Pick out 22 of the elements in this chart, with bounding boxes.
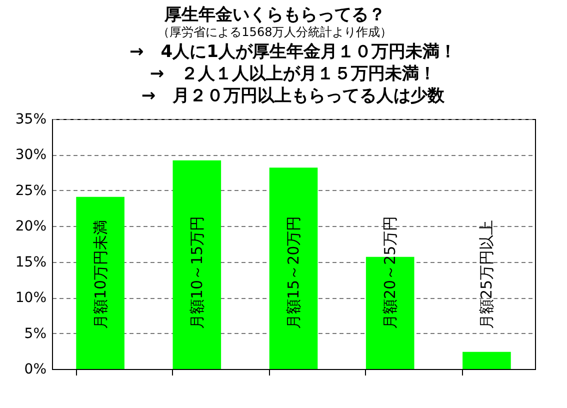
x-tick-label: 月額25万円以上 [478,220,496,329]
x-tick-label: 月額20～25万円 [381,216,400,329]
y-tick-label: 25% [15,182,46,199]
text: → ２人１人以上が月１５万円未満！ [150,64,436,84]
y-tick-label: 10% [15,290,46,306]
y-tick-label: 15% [15,254,46,270]
chart-subtitle: （厚労省による1568万人分統計より作成） [158,25,392,39]
bar [172,160,222,369]
bar [76,196,124,369]
bar [269,168,318,369]
x-tick-label: 月額15～20万円 [284,216,302,329]
y-tick-label: 5% [24,326,46,342]
chart-title: 厚生年金いくらもらってる？ [163,5,386,25]
x-tick-label: 月額10～15万円 [188,216,206,329]
y-tick-label: 35% [15,112,46,128]
x-tick-label: 月額10万円未満 [91,220,110,329]
y-tick-label: 20% [15,218,46,235]
text: → 4人に1人が厚生年金月１０万円未満！ [130,42,456,62]
y-tick-label: 30% [15,147,46,164]
y-tick-label: 0% [24,362,46,378]
bar [462,352,511,369]
text: → 月２０万円以上もらってる人は少数 [141,86,446,106]
